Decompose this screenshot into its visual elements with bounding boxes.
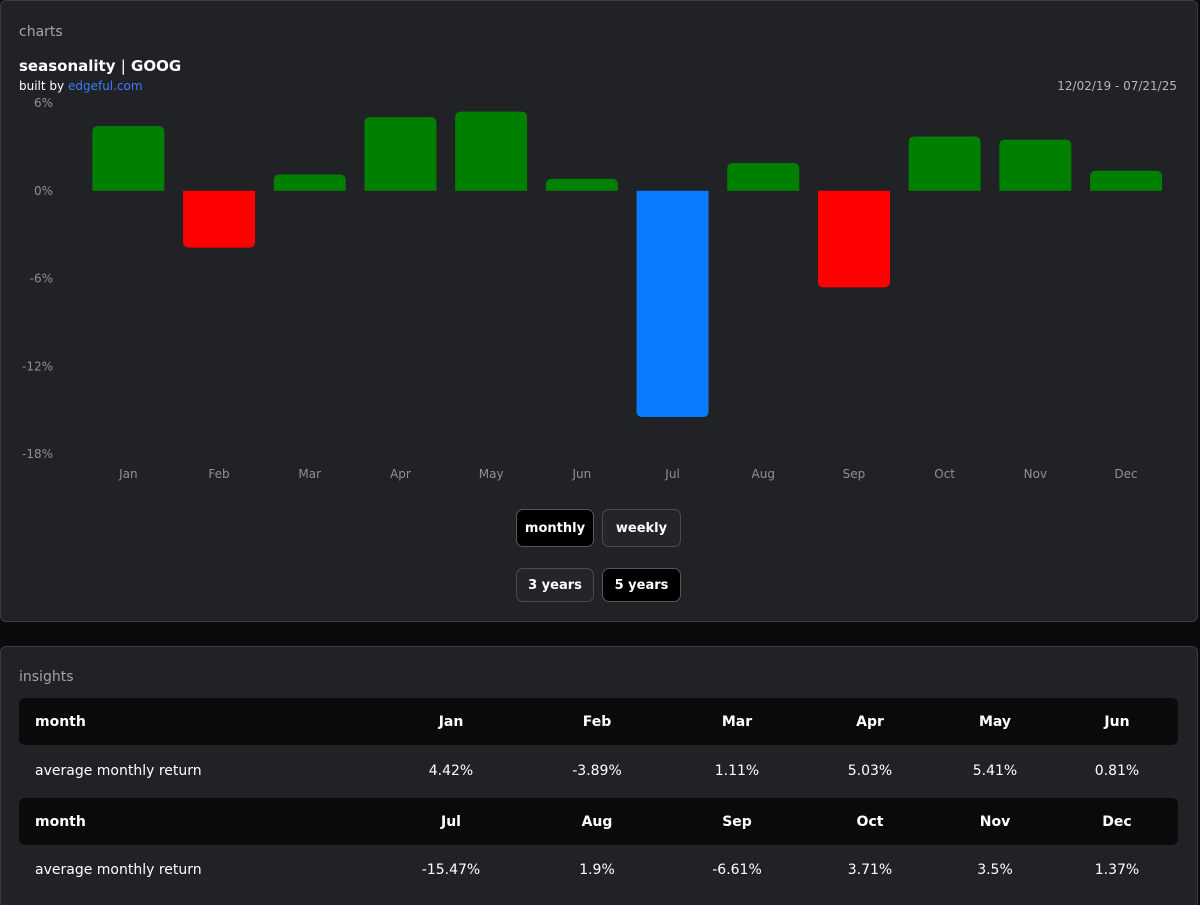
bar-mar[interactable]	[273, 174, 346, 191]
month-cell: Oct	[856, 813, 884, 830]
weekly-button[interactable]: weekly	[602, 509, 681, 547]
return-cell: -3.89%	[572, 763, 622, 779]
return-row-label: average monthly return	[35, 862, 202, 878]
month-cell: Aug	[581, 813, 613, 830]
bar-may[interactable]	[455, 111, 528, 191]
month-cell: May	[978, 713, 1012, 730]
bar-nov[interactable]	[999, 139, 1072, 191]
month-cell: Nov	[979, 813, 1011, 830]
return-cell: 5.41%	[972, 763, 1018, 779]
x-tick-label: Jan	[118, 467, 138, 481]
x-tick-label: Oct	[934, 467, 955, 481]
x-tick-label: Dec	[1114, 467, 1137, 481]
x-tick-label: Feb	[208, 467, 229, 481]
return-cell: 3.5%	[977, 862, 1013, 878]
return-cell: 1.11%	[714, 763, 760, 779]
chart-title: seasonality | GOOG	[19, 57, 181, 75]
return-cell: 0.81%	[1094, 763, 1140, 779]
month-cell: Jun	[1104, 713, 1130, 730]
return-row-label: average monthly return	[35, 763, 202, 779]
table-header: month Jul Aug Sep Oct Nov Dec	[19, 798, 1178, 845]
chart-title-separator: |	[120, 57, 126, 75]
x-tick-label: Mar	[298, 467, 321, 481]
x-tick-label: Apr	[390, 467, 411, 481]
chart-title-main: seasonality	[19, 57, 116, 75]
date-range: 12/02/19 - 07/21/25	[1057, 79, 1177, 93]
built-by-prefix: built by	[19, 79, 65, 93]
month-cell: Apr	[856, 713, 884, 730]
five-years-button[interactable]: 5 years	[602, 568, 681, 602]
month-header-label: month	[35, 713, 86, 730]
return-cell: 3.71%	[847, 862, 893, 878]
insights-section-label: insights	[19, 669, 74, 685]
return-cell: -6.61%	[712, 862, 762, 878]
x-tick-label: Sep	[843, 467, 866, 481]
month-cell: Jan	[438, 713, 464, 730]
built-by-credit: built by edgeful.com	[19, 79, 143, 93]
chart-title-ticker: GOOG	[131, 57, 182, 75]
month-cell: Sep	[722, 813, 752, 830]
table-header: month Jan Feb Mar Apr May Jun	[19, 698, 1178, 745]
y-tick-label: -18%	[22, 447, 53, 461]
bar-apr[interactable]	[364, 117, 437, 191]
three-years-button[interactable]: 3 years	[516, 568, 594, 602]
bar-feb[interactable]	[183, 190, 256, 248]
month-cell: Mar	[721, 713, 753, 730]
y-tick-label: -12%	[22, 359, 53, 373]
month-cell: Dec	[1102, 813, 1132, 830]
x-tick-label: Jul	[664, 467, 679, 481]
edgeful-link[interactable]: edgeful.com	[67, 79, 143, 93]
return-cell: 4.42%	[428, 763, 474, 779]
return-cell: 1.9%	[579, 862, 615, 878]
month-cell: Feb	[582, 713, 612, 730]
x-tick-label: Jun	[571, 467, 591, 481]
bar-aug[interactable]	[727, 162, 800, 191]
table-row: average monthly return -15.47% 1.9% -6.6…	[19, 846, 1178, 894]
bar-jan[interactable]	[92, 126, 165, 191]
bar-jun[interactable]	[545, 178, 618, 191]
y-tick-label: -6%	[30, 272, 53, 286]
return-cell: 1.37%	[1094, 862, 1140, 878]
x-tick-label: Nov	[1024, 467, 1047, 481]
monthly-button[interactable]: monthly	[516, 509, 594, 547]
month-cell: Jul	[441, 813, 461, 830]
month-header-label: month	[35, 813, 86, 830]
charts-panel: charts seasonality | GOOG built by edgef…	[0, 0, 1198, 622]
bar-sep[interactable]	[817, 190, 890, 288]
bar-jul[interactable]	[636, 190, 709, 417]
y-tick-label: 0%	[34, 184, 53, 198]
insights-panel: insights month Jan Feb Mar Apr May Jun a…	[0, 646, 1198, 905]
seasonality-bar-chart: 6% 0% -6% -12% -18% Jan Feb Mar Apr May Jun Jul Aug S…	[22, 96, 1163, 481]
return-cell: -15.47%	[421, 862, 481, 878]
bar-dec[interactable]	[1090, 170, 1163, 191]
return-cell: 5.03%	[847, 763, 893, 779]
x-tick-label: May	[479, 467, 504, 481]
table-row: average monthly return 4.42% -3.89% 1.11…	[19, 747, 1178, 795]
y-tick-label: 6%	[34, 96, 53, 110]
x-tick-label: Aug	[752, 467, 775, 481]
bar-oct[interactable]	[908, 136, 981, 191]
charts-section-label: charts	[19, 24, 63, 40]
